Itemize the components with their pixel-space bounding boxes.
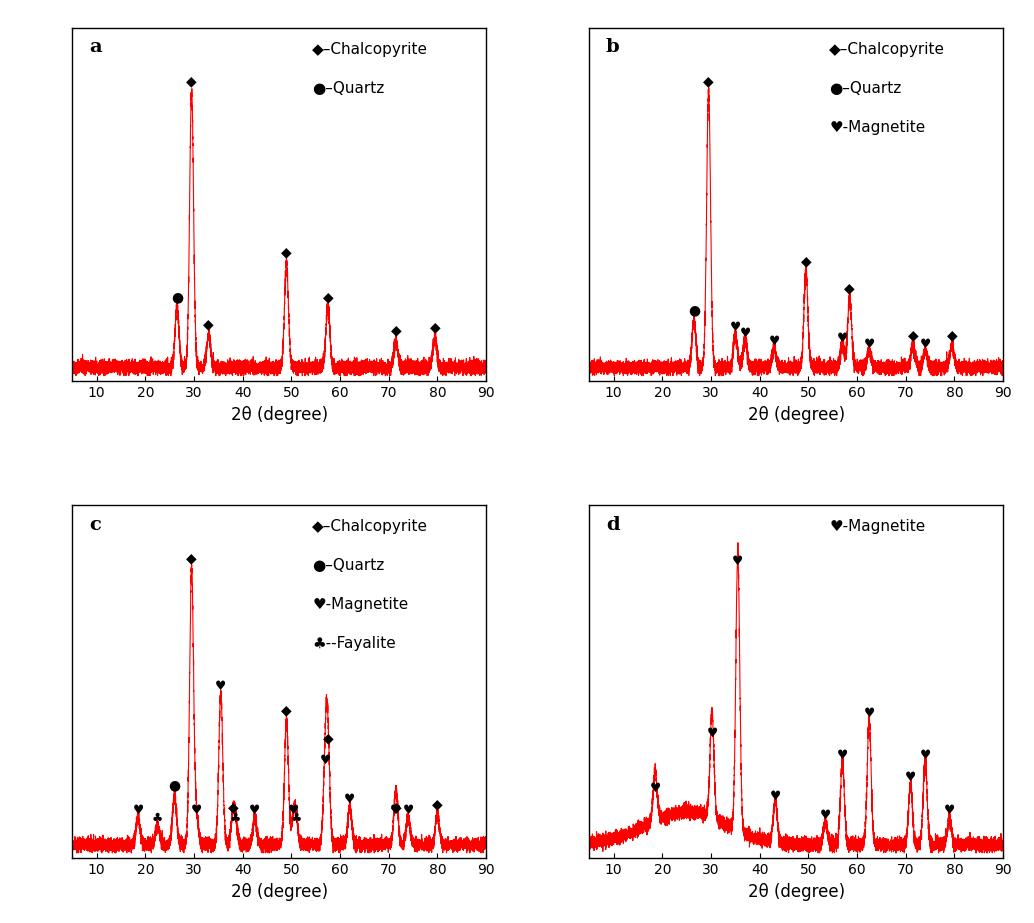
Text: ♥: ♥ [191, 804, 202, 817]
Text: ♥: ♥ [769, 790, 781, 803]
Text: a: a [89, 38, 101, 56]
Text: ◆–Chalcopyrite: ◆–Chalcopyrite [312, 519, 428, 534]
Text: ●–Quartz: ●–Quartz [312, 80, 385, 96]
Text: ◆: ◆ [281, 246, 292, 259]
Text: ♥: ♥ [820, 809, 831, 822]
Text: ◆: ◆ [800, 254, 812, 268]
Text: ♥: ♥ [320, 754, 331, 767]
Text: d: d [606, 516, 619, 533]
X-axis label: 2θ (degree): 2θ (degree) [231, 405, 328, 424]
Text: ●: ● [169, 778, 181, 792]
X-axis label: 2θ (degree): 2θ (degree) [748, 882, 845, 901]
Text: ◆: ◆ [227, 800, 238, 814]
Text: ♥: ♥ [863, 338, 875, 351]
Text: ◆: ◆ [323, 290, 333, 304]
Text: ♥: ♥ [919, 749, 931, 761]
Text: ♥: ♥ [837, 749, 848, 761]
Text: ♥: ♥ [215, 679, 226, 692]
Text: ♥-Magnetite: ♥-Magnetite [829, 519, 925, 534]
Text: ◆: ◆ [391, 323, 401, 337]
Text: ♥: ♥ [344, 793, 356, 806]
X-axis label: 2θ (degree): 2θ (degree) [748, 405, 845, 424]
Text: ♥: ♥ [919, 338, 931, 351]
Text: ♣--Fayalite: ♣--Fayalite [312, 636, 396, 651]
Text: ♥: ♥ [944, 804, 955, 817]
Text: ♥: ♥ [706, 726, 718, 739]
Text: ◆: ◆ [204, 318, 214, 331]
Text: ♥: ♥ [402, 804, 414, 817]
Text: ♥: ♥ [768, 335, 780, 348]
Text: ♣: ♣ [291, 812, 302, 825]
Text: ♥-Magnetite: ♥-Magnetite [312, 597, 408, 612]
Text: ●: ● [171, 290, 183, 304]
Text: ♣: ♣ [152, 812, 163, 825]
Text: ♥-Magnetite: ♥-Magnetite [829, 120, 925, 135]
Text: ♥: ♥ [863, 707, 875, 720]
Text: ♥: ♥ [391, 804, 401, 817]
Text: ◆–Chalcopyrite: ◆–Chalcopyrite [312, 42, 428, 57]
Text: ◆: ◆ [186, 552, 196, 566]
Text: ◆: ◆ [429, 320, 440, 334]
Text: ●–Quartz: ●–Quartz [312, 557, 385, 573]
Text: ◆: ◆ [391, 800, 401, 814]
Text: ●–Quartz: ●–Quartz [829, 80, 902, 96]
Text: ◆: ◆ [703, 75, 713, 89]
Text: ♥: ♥ [905, 771, 916, 784]
Text: ◆–Chalcopyrite: ◆–Chalcopyrite [829, 42, 945, 57]
Text: ◆: ◆ [281, 703, 292, 717]
Text: b: b [606, 38, 619, 56]
Text: ●: ● [688, 304, 700, 318]
Text: c: c [89, 516, 100, 533]
Text: ◆: ◆ [323, 731, 333, 745]
Text: ♥: ♥ [739, 327, 751, 340]
Text: ◆: ◆ [845, 282, 855, 295]
Text: ◆: ◆ [908, 329, 918, 342]
Text: ♥: ♥ [132, 804, 144, 817]
Text: ♥: ♥ [732, 556, 743, 569]
Text: ♥: ♥ [649, 782, 661, 795]
Text: ♥: ♥ [730, 321, 741, 334]
Text: ◆: ◆ [946, 329, 957, 342]
Text: ♣: ♣ [230, 812, 241, 825]
Text: ♥: ♥ [837, 332, 848, 345]
Text: ♥: ♥ [249, 804, 261, 817]
Text: ◆: ◆ [186, 75, 196, 89]
Text: ◆: ◆ [432, 797, 443, 811]
Text: ♥: ♥ [288, 804, 300, 817]
X-axis label: 2θ (degree): 2θ (degree) [231, 882, 328, 901]
